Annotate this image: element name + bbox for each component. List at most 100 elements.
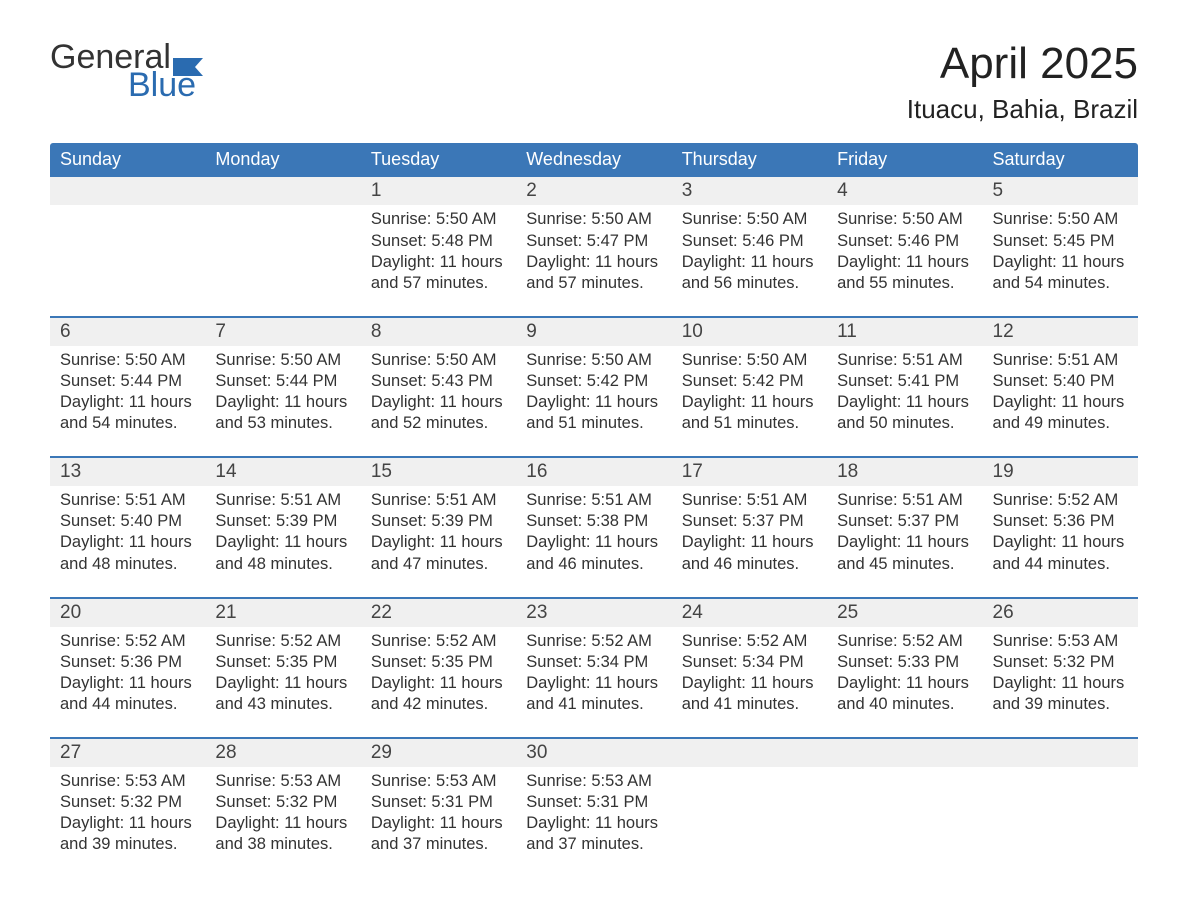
dow-col-2: Tuesday <box>361 143 516 177</box>
daylight-line: Daylight: 11 hours and 49 minutes. <box>993 392 1128 434</box>
sunset-line: Sunset: 5:31 PM <box>526 792 661 813</box>
sunrise-line: Sunrise: 5:52 AM <box>60 631 195 652</box>
day-cell <box>983 767 1138 863</box>
daylight-line: Daylight: 11 hours and 40 minutes. <box>837 673 972 715</box>
day-cell <box>205 205 360 301</box>
sunset-line: Sunset: 5:37 PM <box>837 511 972 532</box>
dow-col-6: Saturday <box>983 143 1138 177</box>
daynum-row: 27282930 <box>50 739 1138 767</box>
day-number: 11 <box>827 318 982 346</box>
day-cell: Sunrise: 5:51 AMSunset: 5:40 PMDaylight:… <box>983 346 1138 442</box>
sunset-line: Sunset: 5:35 PM <box>371 652 506 673</box>
day-cell: Sunrise: 5:51 AMSunset: 5:37 PMDaylight:… <box>672 486 827 582</box>
day-cell: Sunrise: 5:50 AMSunset: 5:48 PMDaylight:… <box>361 205 516 301</box>
day-number: 13 <box>50 458 205 486</box>
brand-logo: General Blue <box>50 40 203 102</box>
day-cell: Sunrise: 5:52 AMSunset: 5:35 PMDaylight:… <box>205 627 360 723</box>
week-row: 13141516171819Sunrise: 5:51 AMSunset: 5:… <box>50 456 1138 582</box>
dow-col-0: Sunday <box>50 143 205 177</box>
daylight-line: Daylight: 11 hours and 48 minutes. <box>60 532 195 574</box>
logo-flag-icon <box>173 54 203 76</box>
daylight-line: Daylight: 11 hours and 44 minutes. <box>993 532 1128 574</box>
daybody-row: Sunrise: 5:50 AM Sunset: 5:44 PM Daylight:… <box>50 346 1138 442</box>
day-cell: Sunrise: 5:53 AMSunset: 5:32 PMDaylight:… <box>983 627 1138 723</box>
daylight-line: Daylight: 11 hours and 45 minutes. <box>837 532 972 574</box>
sunrise-line: Sunrise: 5:52 AM <box>526 631 661 652</box>
sunrise-line: Sunrise: 5:50 AM <box>682 209 817 230</box>
daylight-line: Daylight: 11 hours and 54 minutes. <box>993 252 1128 294</box>
day-number: 27 <box>50 739 205 767</box>
day-cell: Sunrise: 5:50 AMSunset: 5:46 PMDaylight:… <box>827 205 982 301</box>
sunset-line: Sunset: 5:42 PM <box>526 371 661 392</box>
daylight-line: Daylight: 11 hours and 42 minutes. <box>371 673 506 715</box>
day-cell: Sunrise: 5:52 AMSunset: 5:36 PMDaylight:… <box>983 486 1138 582</box>
daybody-row: Sunrise: 5:51 AMSunset: 5:40 PMDaylight:… <box>50 486 1138 582</box>
sunrise-line: Sunrise: 5:52 AM <box>682 631 817 652</box>
day-cell: Sunrise: 5:50 AMSunset: 5:44 PMDaylight:… <box>205 346 360 442</box>
day-number: 8 <box>361 318 516 346</box>
sunrise-line: Sunrise: 5:50 AM <box>371 350 506 371</box>
day-cell: Sunrise: 5:50 AMSunset: 5:43 PMDaylight:… <box>361 346 516 442</box>
day-number <box>983 739 1138 767</box>
sunset-line: Sunset: 5:48 PM <box>371 231 506 252</box>
sunrise-line: Sunrise: 5:53 AM <box>526 771 661 792</box>
day-cell: Sunrise: 5:51 AMSunset: 5:37 PMDaylight:… <box>827 486 982 582</box>
title-block: April 2025 Ituacu, Bahia, Brazil <box>907 40 1138 125</box>
sunset-line: Sunset: 5:44 PM <box>215 371 350 392</box>
day-cell: Sunrise: 5:52 AMSunset: 5:35 PMDaylight:… <box>361 627 516 723</box>
daynum-row: 12345 <box>50 177 1138 205</box>
daylight-line: Daylight: 11 hours and 39 minutes. <box>993 673 1128 715</box>
sunrise-line: Sunrise: 5:50 AM <box>371 209 506 230</box>
sunset-line: Sunset: 5:33 PM <box>837 652 972 673</box>
daylight-line: Daylight: 11 hours and 37 minutes. <box>526 813 661 855</box>
dow-col-4: Thursday <box>672 143 827 177</box>
day-cell: Sunrise: 5:50 AMSunset: 5:44 PMDaylight:… <box>50 346 205 442</box>
sunrise-line: Sunrise: 5:52 AM <box>215 631 350 652</box>
day-cell: Sunrise: 5:52 AMSunset: 5:33 PMDaylight:… <box>827 627 982 723</box>
sunrise-line: Sunrise: 5:50 AM <box>837 209 972 230</box>
sunset-line: Sunset: 5:36 PM <box>993 511 1128 532</box>
sunrise-line: Sunrise: 5:50 AM <box>526 209 661 230</box>
sunset-line: Sunset: 5:40 PM <box>60 511 195 532</box>
daylight-line: Daylight: 11 hours and 52 minutes. <box>371 392 506 434</box>
day-number: 29 <box>361 739 516 767</box>
sunset-line: Sunset: 5:40 PM <box>993 371 1128 392</box>
day-cell: Sunrise: 5:50 AMSunset: 5:46 PMDaylight:… <box>672 205 827 301</box>
day-number: 6 <box>50 318 205 346</box>
day-number: 4 <box>827 177 982 205</box>
daybody-row: Sunrise: 5:53 AMSunset: 5:32 PMDaylight:… <box>50 767 1138 863</box>
day-cell: Sunrise: 5:53 AMSunset: 5:31 PMDaylight:… <box>361 767 516 863</box>
daylight-line: Daylight: 11 hours and 47 minutes. <box>371 532 506 574</box>
day-number: 26 <box>983 599 1138 627</box>
sunrise-line: Sunrise: 5:51 AM <box>526 490 661 511</box>
day-cell: Sunrise: 5:51 AMSunset: 5:39 PMDaylight:… <box>205 486 360 582</box>
sunrise-line: Sunrise: 5:51 AM <box>682 490 817 511</box>
sunset-line: Sunset: 5:43 PM <box>371 371 506 392</box>
daylight-line: Daylight: 11 hours and 41 minutes. <box>526 673 661 715</box>
sunrise-line: Sunrise: 5:50 AM <box>60 350 195 371</box>
daylight-line: Daylight: 11 hours and 51 minutes. <box>526 392 661 434</box>
sunset-line: Sunset: 5:47 PM <box>526 231 661 252</box>
day-number: 1 <box>361 177 516 205</box>
day-number: 2 <box>516 177 671 205</box>
sunset-line: Sunset: 5:35 PM <box>215 652 350 673</box>
day-number: 23 <box>516 599 671 627</box>
sunset-line: Sunset: 5:31 PM <box>371 792 506 813</box>
day-cell: Sunrise: 5:50 AMSunset: 5:42 PMDaylight:… <box>672 346 827 442</box>
sunrise-line: Sunrise: 5:52 AM <box>371 631 506 652</box>
sunset-line: Sunset: 5:34 PM <box>526 652 661 673</box>
daybody-row: Sunrise: 5:52 AMSunset: 5:36 PMDaylight:… <box>50 627 1138 723</box>
sunrise-line: Sunrise: 5:53 AM <box>371 771 506 792</box>
day-cell: Sunrise: 5:53 AMSunset: 5:32 PMDaylight:… <box>205 767 360 863</box>
sunrise-line: Sunrise: 5:53 AM <box>215 771 350 792</box>
daylight-line: Daylight: 11 hours and 46 minutes. <box>682 532 817 574</box>
sunrise-line: Sunrise: 5:51 AM <box>837 350 972 371</box>
daylight-line: Daylight: 11 hours and 46 minutes. <box>526 532 661 574</box>
daylight-line: Daylight: 11 hours and 57 minutes. <box>371 252 506 294</box>
day-number: 14 <box>205 458 360 486</box>
daylight-line: Daylight: 11 hours and 44 minutes. <box>60 673 195 715</box>
sunrise-line: Sunrise: 5:53 AM <box>993 631 1128 652</box>
daybody-row: Sunrise: 5:50 AMSunset: 5:48 PMDaylight:… <box>50 205 1138 301</box>
weeks-container: 12345Sunrise: 5:50 AMSunset: 5:48 PMDayl… <box>50 177 1138 863</box>
day-number: 16 <box>516 458 671 486</box>
